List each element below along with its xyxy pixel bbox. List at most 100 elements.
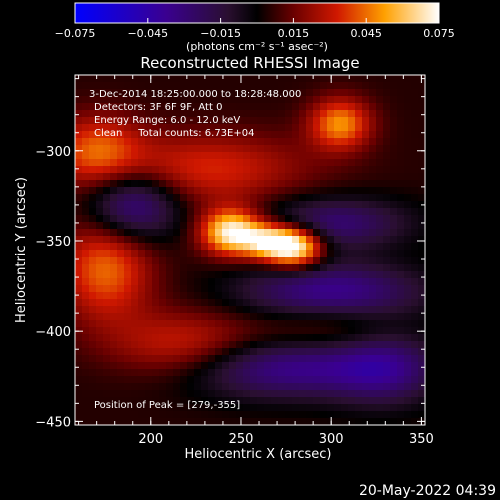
heatmap-cell — [187, 180, 195, 188]
heatmap-cell — [103, 96, 111, 104]
heatmap-cell — [215, 187, 223, 195]
heatmap-cell — [362, 131, 370, 139]
heatmap-cell — [271, 229, 279, 237]
heatmap-cell — [131, 355, 139, 363]
heatmap-cell — [173, 257, 181, 265]
heatmap-cell — [390, 348, 398, 356]
heatmap-cell — [299, 383, 307, 391]
heatmap-cell — [201, 397, 209, 405]
heatmap-cell — [194, 334, 202, 342]
heatmap-cell — [187, 376, 195, 384]
heatmap-cell — [145, 292, 153, 300]
heatmap-cell — [390, 96, 398, 104]
heatmap-cell — [117, 194, 125, 202]
heatmap-cell — [159, 397, 167, 405]
heatmap-cell — [138, 257, 146, 265]
heatmap-cell — [397, 131, 405, 139]
heatmap-cell — [341, 215, 349, 223]
heatmap-cell — [75, 264, 83, 272]
heatmap-cell — [215, 285, 223, 293]
heatmap-cell — [110, 89, 118, 97]
heatmap-cell — [411, 299, 419, 307]
heatmap-cell — [383, 166, 391, 174]
heatmap-cell — [292, 236, 300, 244]
heatmap-cell — [418, 152, 426, 160]
heatmap-cell — [208, 222, 216, 230]
heatmap-cell — [173, 334, 181, 342]
heatmap-cell — [208, 124, 216, 132]
heatmap-cell — [411, 152, 419, 160]
heatmap-cell — [110, 404, 118, 412]
heatmap-cell — [159, 376, 167, 384]
heatmap-cell — [201, 82, 209, 90]
heatmap-cell — [257, 138, 265, 146]
heatmap-cell — [145, 89, 153, 97]
heatmap-cell — [138, 327, 146, 335]
heatmap-cell — [320, 320, 328, 328]
heatmap-cell — [243, 117, 251, 125]
heatmap-cell — [278, 418, 286, 426]
heatmap-cell — [327, 117, 335, 125]
heatmap-cell — [201, 152, 209, 160]
heatmap-cell — [271, 334, 279, 342]
axis-ticks: 200 250 300 350−300−350−400−450 — [35, 75, 434, 447]
heatmap-cell — [355, 292, 363, 300]
heatmap-cell — [411, 194, 419, 202]
heatmap-cell — [187, 397, 195, 405]
heatmap-cell — [390, 383, 398, 391]
heatmap-cell — [103, 152, 111, 160]
heatmap-cell — [271, 271, 279, 279]
heatmap-cell — [404, 243, 412, 251]
heatmap-cell — [222, 110, 230, 118]
heatmap-cell — [313, 75, 321, 83]
heatmap-cell — [222, 320, 230, 328]
heatmap-cell — [264, 264, 272, 272]
heatmap-cell — [285, 222, 293, 230]
heatmap-cell — [362, 418, 370, 426]
heatmap-cell — [306, 278, 314, 286]
heatmap-cell — [110, 348, 118, 356]
heatmap-cell — [313, 180, 321, 188]
heatmap-cell — [159, 131, 167, 139]
heatmap-cell — [166, 117, 174, 125]
heatmap-cell — [117, 82, 125, 90]
heatmap-cell — [264, 362, 272, 370]
heatmap-cell — [362, 362, 370, 370]
heatmap-cell — [166, 264, 174, 272]
heatmap-cell — [278, 306, 286, 314]
heatmap-cell — [173, 341, 181, 349]
heatmap-cell — [376, 355, 384, 363]
heatmap-cell — [96, 292, 104, 300]
heatmap-cell — [355, 341, 363, 349]
heatmap-cell — [89, 320, 97, 328]
heatmap-cell — [152, 348, 160, 356]
heatmap-cell — [355, 278, 363, 286]
heatmap-cell — [271, 187, 279, 195]
heatmap-cell — [236, 194, 244, 202]
heatmap-cell — [208, 348, 216, 356]
heatmap-cell — [89, 257, 97, 265]
heatmap-cell — [138, 362, 146, 370]
heatmap-cell — [376, 187, 384, 195]
heatmap-cell — [187, 299, 195, 307]
heatmap-cell — [229, 271, 237, 279]
heatmap-cell — [376, 278, 384, 286]
heatmap-cell — [145, 285, 153, 293]
heatmap-cell — [418, 341, 426, 349]
heatmap-cell — [397, 243, 405, 251]
heatmap-cell — [257, 75, 265, 83]
heatmap-cell — [397, 320, 405, 328]
heatmap-cell — [75, 117, 83, 125]
heatmap-cell — [96, 362, 104, 370]
heatmap-cell — [131, 369, 139, 377]
heatmap-cell — [138, 187, 146, 195]
annotation-peak-position: Position of Peak = [279,-355] — [94, 400, 240, 411]
heatmap-cell — [348, 411, 356, 419]
heatmap-cell — [257, 390, 265, 398]
heatmap-cell — [299, 229, 307, 237]
heatmap-cell — [208, 390, 216, 398]
heatmap-cell — [243, 89, 251, 97]
heatmap-cell — [173, 390, 181, 398]
heatmap-cell — [362, 278, 370, 286]
heatmap-cell — [117, 383, 125, 391]
